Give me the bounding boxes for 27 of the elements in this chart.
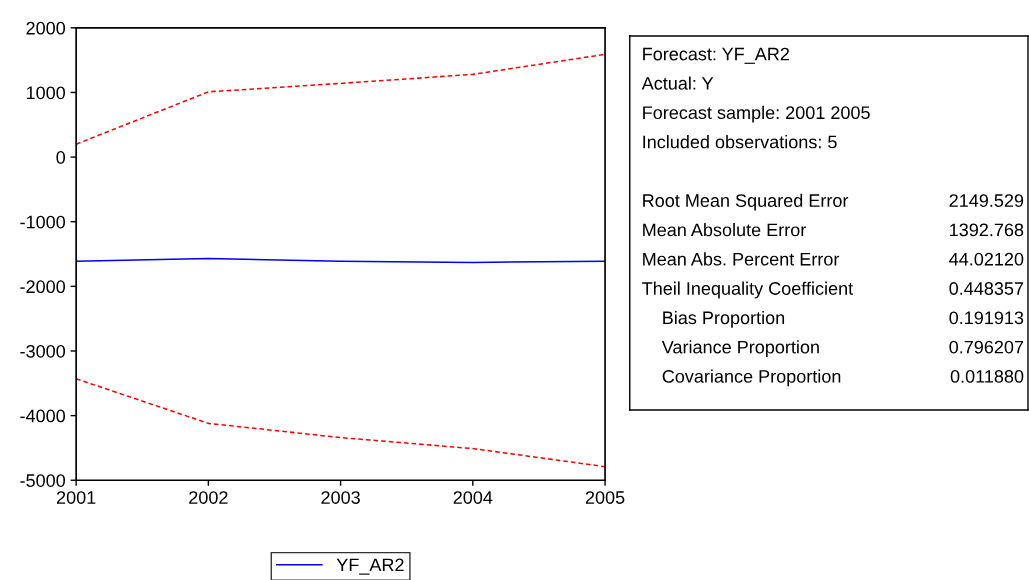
line-series — [76, 53, 606, 145]
text: Mean Absolute Error 1392.768 — [643, 223, 1024, 237]
text: Included observations: 5 — [643, 135, 837, 149]
x-tick-label: 2003 — [321, 491, 360, 504]
text: Mean Abs. Percent Error 44.02120 — [643, 252, 1024, 266]
text: Variance Proportion 0.796207 — [661, 340, 1024, 358]
text: Root Mean Squared Error 2149.529 — [643, 193, 1024, 211]
text: Covariance Proportion 0.011880 — [662, 369, 1024, 387]
y-tick-label: 2000 — [26, 21, 66, 35]
text: Bias Proportion 0.191913 — [663, 310, 1024, 328]
text: Actual: Y — [641, 76, 714, 90]
y-tick-label: -4000 — [20, 409, 66, 423]
text: Theil Inequality Coefficient 0.448357 — [642, 281, 1024, 299]
x-tick-label: 2002 — [189, 491, 228, 504]
line-series — [76, 378, 606, 468]
y-tick-label: -1000 — [20, 215, 66, 229]
y-tick-label: -3000 — [20, 344, 66, 358]
legend-label: YF_AR2 — [336, 558, 404, 575]
y-tick-label: -2000 — [20, 280, 66, 294]
y-tick-label: -5000 — [20, 474, 66, 487]
x-tick-label: 2001 — [56, 491, 96, 504]
text: Forecast sample: 2001 2005 — [643, 105, 870, 123]
y-tick-label: 1000 — [26, 86, 66, 100]
x-tick-label: 2005 — [585, 491, 625, 504]
y-tick-label: 0 — [56, 151, 66, 164]
x-tick-label: 2004 — [453, 491, 493, 504]
text: Forecast: YF_AR2 — [643, 47, 789, 64]
